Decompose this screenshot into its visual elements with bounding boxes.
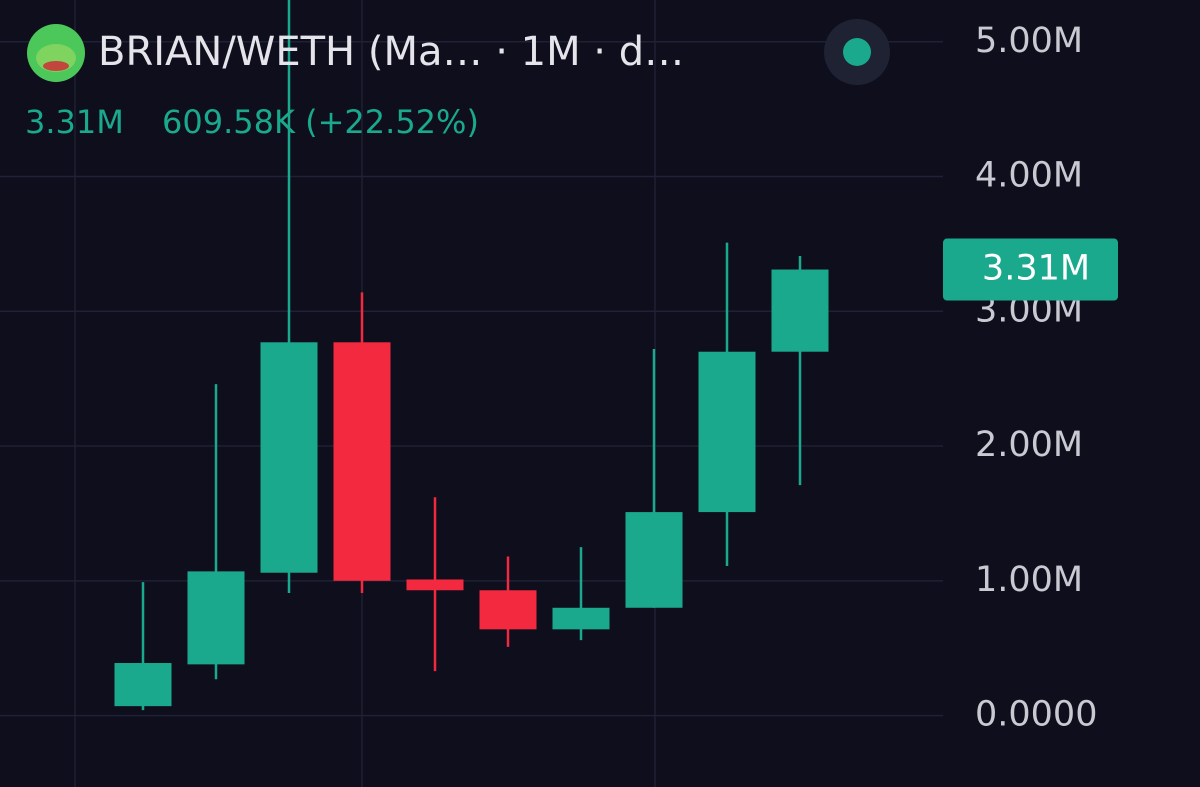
grid: [0, 41, 943, 717]
y-tick-label: 5.00M: [975, 21, 1083, 61]
candle-body: [552, 607, 610, 630]
candles: [114, 0, 829, 711]
y-tick-label: 1.00M: [975, 560, 1083, 600]
chart-title: BRIAN/WETH (Ma… · 1M · d…: [98, 29, 684, 75]
price-tag-label: 3.31M: [982, 249, 1090, 289]
candle-body: [114, 663, 172, 707]
candle-body: [260, 342, 318, 573]
price-tag: [943, 238, 1118, 301]
candle-body: [479, 590, 537, 630]
last-price: 3.31M: [25, 103, 124, 141]
candle-body: [187, 571, 245, 665]
legend: BRIAN/WETH (Ma… · 1M · d… 3.31M 609.58K …: [25, 19, 890, 141]
candle-body: [406, 579, 464, 591]
candle-body: [333, 342, 391, 581]
candle-body: [698, 351, 756, 513]
candle-body: [625, 512, 683, 608]
y-tick-label: 2.00M: [975, 425, 1083, 465]
token-icon-mouth: [43, 61, 69, 71]
y-tick-label: 4.00M: [975, 156, 1083, 196]
candle-body: [771, 269, 829, 352]
status-dot: [843, 38, 871, 66]
price-change: 609.58K (+22.52%): [162, 103, 479, 141]
y-tick-label: 0.0000: [975, 695, 1097, 735]
